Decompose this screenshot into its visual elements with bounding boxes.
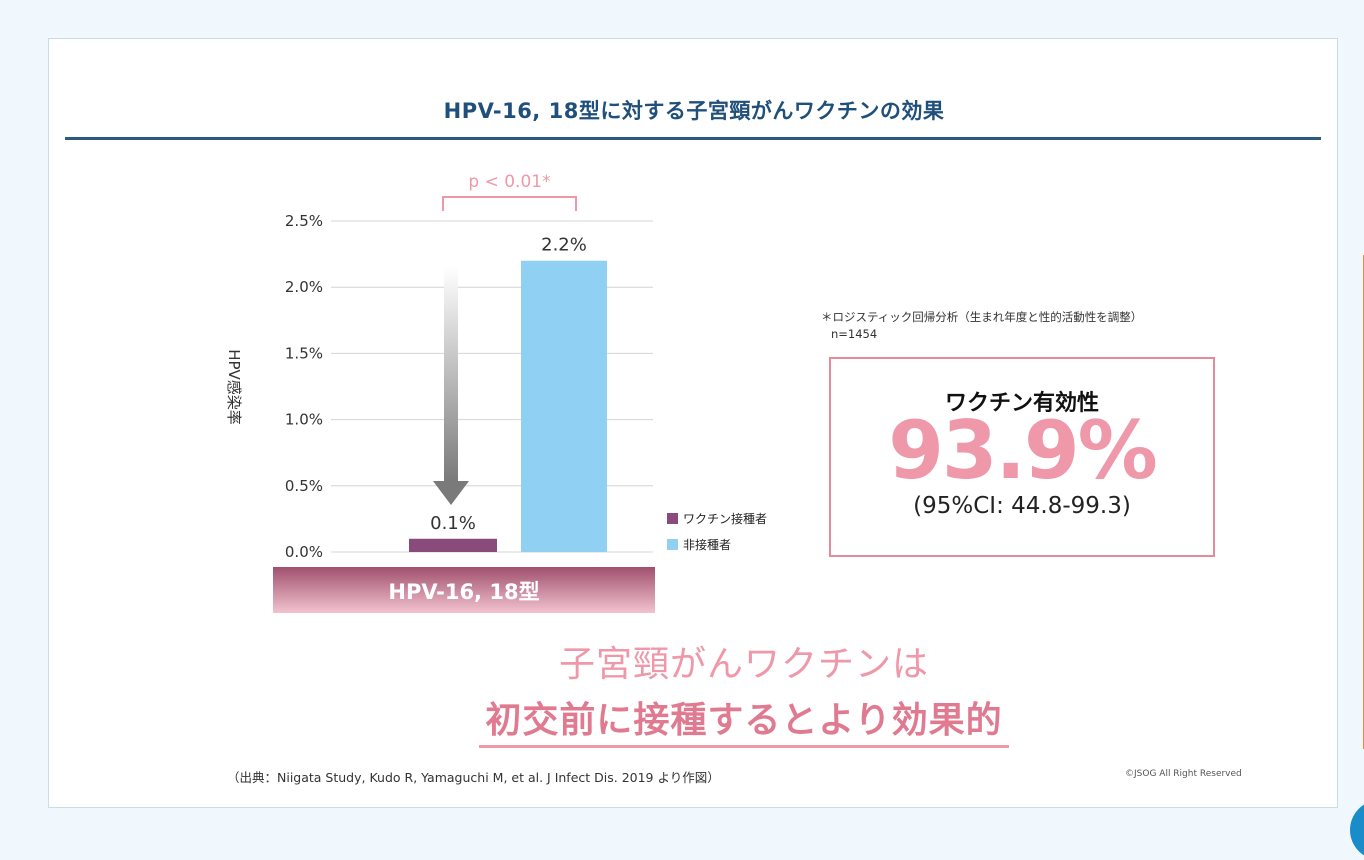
effectiveness-box: ワクチン有効性 93.9% (95%CI: 44.8-99.3) bbox=[829, 357, 1215, 557]
message-line-1: 子宮頸がんワクチンは bbox=[558, 644, 929, 685]
title-divider bbox=[65, 137, 1321, 140]
stat-method: ＊ロジスティック回帰分析（生まれ年度と性的活動性を調整） bbox=[821, 310, 1143, 324]
copyright: ©JSOG All Right Reserved bbox=[1125, 769, 1242, 779]
data-label: 2.2% bbox=[541, 235, 587, 256]
category-band bbox=[273, 567, 655, 613]
category-label: HPV-16, 18型 bbox=[388, 580, 539, 604]
legend-label: ワクチン接種者 bbox=[683, 511, 767, 526]
legend-swatch bbox=[667, 513, 678, 524]
slide: HPV-16, 18型に対する子宮頸がんワクチンの効果 0.0% 0.5% 1.0%… bbox=[48, 38, 1338, 808]
significance-label: p < 0.01* bbox=[468, 172, 550, 192]
sample-size: n=1454 bbox=[831, 326, 878, 341]
y-tick-label: 2.0% bbox=[285, 278, 323, 296]
slide-title: HPV-16, 18型に対する子宮頸がんワクチンの効果 bbox=[443, 99, 945, 123]
message-line-2: 初交前に接種するとより効果的 bbox=[479, 691, 1009, 748]
stat-note: ＊ロジスティック回帰分析（生まれ年度と性的活動性を調整） n=1454 bbox=[821, 309, 1142, 342]
y-tick-label: 0.5% bbox=[285, 477, 323, 495]
y-tick-label: 2.5% bbox=[285, 212, 323, 230]
bar-unvaccinated bbox=[521, 260, 607, 552]
reduction-arrow-head bbox=[433, 481, 469, 505]
y-axis-label: HPV感染率 bbox=[225, 349, 243, 425]
legend-label: 非接種者 bbox=[683, 537, 731, 552]
significance-bracket bbox=[442, 196, 577, 211]
bar-vaccinated bbox=[409, 538, 497, 552]
corner-button[interactable] bbox=[1350, 800, 1364, 860]
legend-swatch bbox=[667, 539, 678, 550]
y-tick-label: 0.0% bbox=[285, 543, 323, 561]
source-citation: （出典：Niigata Study, Kudo R, Yamaguchi M, … bbox=[227, 770, 720, 785]
effectiveness-value: 93.9% bbox=[888, 404, 1158, 497]
key-message: 子宮頸がんワクチンは 初交前に接種するとより効果的 bbox=[349, 635, 1139, 748]
data-label: 0.1% bbox=[430, 513, 476, 534]
effectiveness-ci: (95%CI: 44.8-99.3) bbox=[913, 493, 1131, 519]
reduction-arrow-shaft bbox=[444, 267, 458, 481]
y-tick-label: 1.5% bbox=[285, 344, 323, 362]
effectiveness-label: ワクチン有効性 bbox=[944, 391, 1099, 416]
y-tick-label: 1.0% bbox=[285, 411, 323, 429]
bar-chart: 0.0% 0.5% 1.0% 1.5% 2.0% 2.5% HPV感染率 0.1% 2.2% p … bbox=[225, 172, 767, 613]
